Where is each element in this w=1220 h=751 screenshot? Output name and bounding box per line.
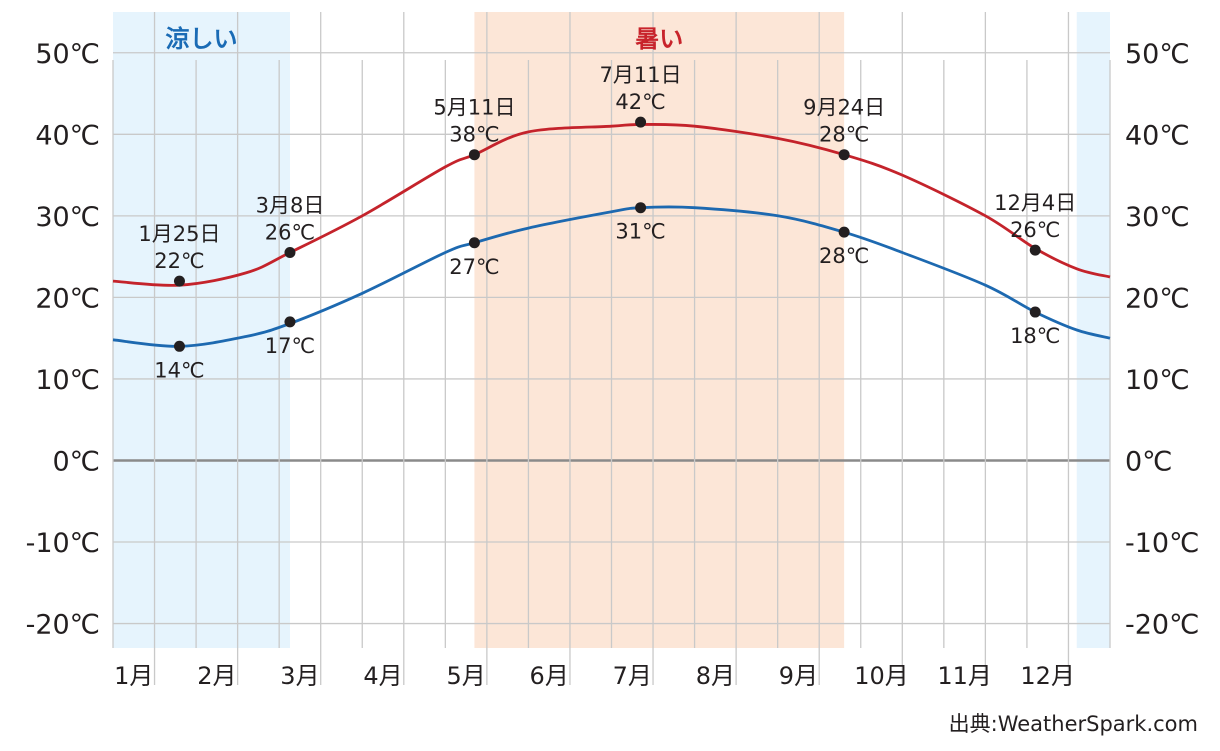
season-label: 暑い — [635, 25, 683, 53]
y-tick-label-left: 50℃ — [35, 39, 100, 70]
low-temp-marker — [284, 316, 296, 328]
annotation-label: 28℃ — [819, 244, 869, 268]
y-tick-label-right: 50℃ — [1125, 39, 1190, 70]
annotation-label: 17℃ — [265, 334, 315, 358]
high-temp-marker — [635, 116, 647, 128]
annotation-label: 22℃ — [154, 249, 204, 273]
y-tick-label-left: 20℃ — [35, 283, 100, 314]
high-temp-marker — [468, 149, 480, 161]
x-tick-label: 8月 — [696, 662, 735, 690]
annotation-label: 42℃ — [615, 90, 665, 114]
annotation-label: 5月11日 — [433, 96, 515, 120]
season-band-0 — [113, 12, 290, 648]
x-tick-label: 11月 — [937, 662, 992, 690]
annotation-label: 18℃ — [1010, 324, 1060, 348]
annotation-label: 9月24日 — [803, 96, 885, 120]
source-credit: 出典:WeatherSpark.com — [948, 712, 1198, 736]
x-tick-label: 10月 — [854, 662, 909, 690]
x-tick-label: 1月 — [114, 662, 153, 690]
x-tick-label: 9月 — [779, 662, 818, 690]
high-temp-marker — [173, 275, 185, 287]
annotation-label: 31℃ — [615, 220, 665, 244]
annotation-label: 3月8日 — [256, 194, 325, 218]
annotation-label: 26℃ — [1010, 218, 1060, 242]
season-band-1 — [1076, 12, 1110, 648]
annotation-label: 26℃ — [265, 221, 315, 245]
annotation-label: 27℃ — [449, 255, 499, 279]
y-tick-label-right: 20℃ — [1125, 283, 1190, 314]
y-tick-label-left: 30℃ — [35, 202, 100, 233]
x-tick-label: 7月 — [613, 662, 652, 690]
y-tick-label-right: 10℃ — [1125, 365, 1190, 396]
y-tick-label-right: -10℃ — [1125, 528, 1199, 559]
y-tick-label-right: 30℃ — [1125, 202, 1190, 233]
x-tick-label: 5月 — [446, 662, 485, 690]
y-tick-label-right: 0℃ — [1125, 446, 1173, 477]
x-tick-label: 3月 — [280, 662, 319, 690]
annotation-label: 14℃ — [154, 358, 204, 382]
high-temp-marker — [284, 247, 296, 259]
y-tick-label-left: 40℃ — [35, 120, 100, 151]
low-temp-marker — [468, 237, 480, 249]
season-label: 涼しい — [165, 25, 237, 53]
x-tick-label: 2月 — [197, 662, 236, 690]
annotation-label: 1月25日 — [138, 222, 220, 246]
y-tick-label-left: -10℃ — [26, 528, 100, 559]
low-temp-marker — [838, 226, 850, 238]
annotation-label: 7月11日 — [600, 63, 682, 87]
annotation-label: 28℃ — [819, 123, 869, 147]
annotation-label: 12月4日 — [994, 191, 1076, 215]
y-tick-label-left: -20℃ — [26, 610, 100, 641]
low-temp-marker — [173, 340, 185, 352]
annotation-label: 38℃ — [449, 123, 499, 147]
low-temp-marker — [1029, 306, 1041, 318]
x-tick-label: 6月 — [530, 662, 569, 690]
y-tick-label-right: 40℃ — [1125, 120, 1190, 151]
y-tick-label-left: 0℃ — [52, 446, 100, 477]
x-tick-label: 12月 — [1020, 662, 1075, 690]
high-temp-marker — [1029, 244, 1041, 256]
low-temp-line — [112, 205, 1111, 348]
high-temp-marker — [838, 149, 850, 161]
y-tick-label-left: 10℃ — [35, 365, 100, 396]
x-tick-label: 4月 — [363, 662, 402, 690]
low-temp-marker — [635, 202, 647, 214]
y-tick-label-right: -20℃ — [1125, 610, 1199, 641]
